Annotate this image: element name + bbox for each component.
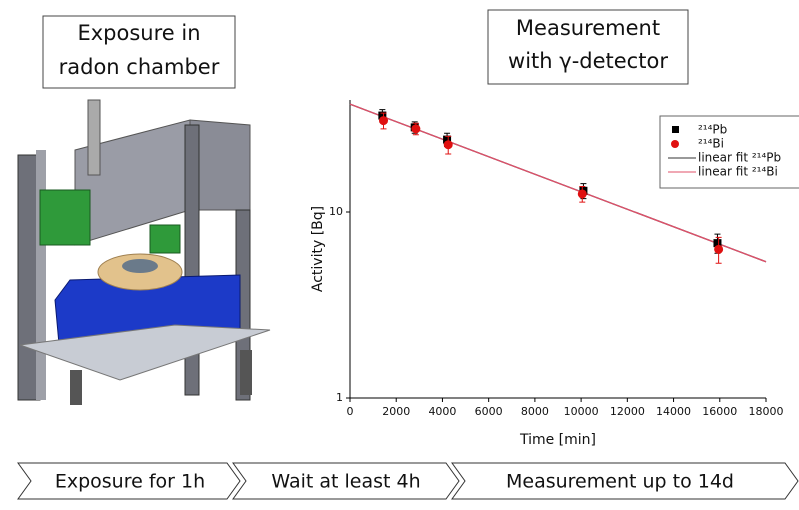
- panel-title: Exposure in: [77, 21, 200, 45]
- x-tick-label: 14000: [656, 405, 691, 418]
- legend-label: ²¹⁴Pb: [698, 123, 727, 137]
- y-tick-label: 10: [329, 205, 343, 218]
- legend-label: linear fit ²¹⁴Bi: [698, 165, 778, 179]
- x-axis-label: Time [min]: [519, 432, 596, 448]
- x-tick-label: 2000: [382, 405, 410, 418]
- x-tick-label: 0: [347, 405, 354, 418]
- legend-label: ²¹⁴Bi: [698, 137, 724, 151]
- step-label: Wait at least 4h: [271, 471, 420, 493]
- point: [578, 189, 587, 198]
- y-tick-label: 1: [336, 391, 343, 404]
- x-tick-label: 12000: [610, 405, 645, 418]
- apparatus-illustration: [18, 100, 270, 405]
- x-tick-label: 8000: [521, 405, 549, 418]
- x-tick-label: 10000: [564, 405, 599, 418]
- point: [411, 124, 420, 133]
- chart: 0 2000 4000 6000 8000 10000 12000 14000 16000 180…: [310, 100, 799, 448]
- point: [444, 140, 453, 149]
- x-tick-label: 16000: [702, 405, 737, 418]
- legend-marker: [672, 126, 679, 133]
- x-tick-label: 18000: [749, 405, 784, 418]
- panel-title: Measurement: [516, 16, 660, 40]
- panel-title: with γ-detector: [508, 49, 668, 73]
- x-tick-label: 4000: [428, 405, 456, 418]
- figure: Exposure in radon chamber Measurement wi…: [0, 0, 799, 506]
- legend-label: linear fit ²¹⁴Pb: [698, 151, 781, 165]
- point: [379, 116, 388, 125]
- point: [714, 245, 723, 254]
- x-tick-label: 6000: [475, 405, 503, 418]
- step-label: Exposure for 1h: [55, 471, 205, 493]
- y-axis-label: Activity [Bq]: [310, 206, 326, 292]
- step-label: Measurement up to 14d: [506, 471, 734, 493]
- panel-title: radon chamber: [59, 55, 220, 79]
- legend-marker: [671, 140, 679, 148]
